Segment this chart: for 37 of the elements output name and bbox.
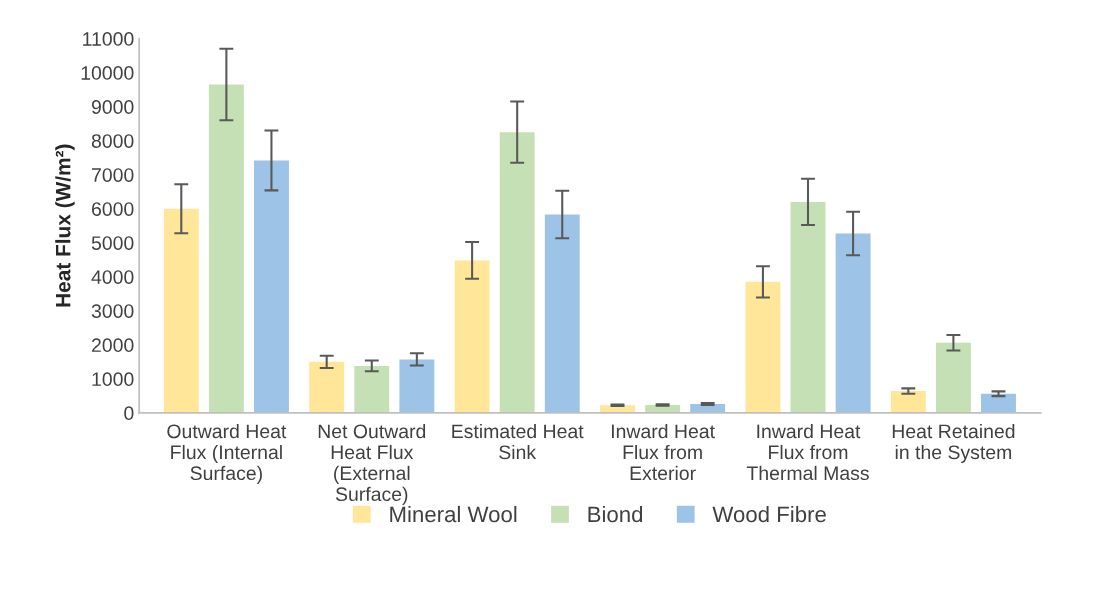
y-axis-title: Heat Flux (W/m²) [55, 144, 75, 307]
y-tick-label: 1000 [92, 372, 134, 387]
legend-label: Wood Fibre [712, 505, 826, 523]
y-tick-label: 9000 [91, 100, 134, 114]
y-tick-label: 5000 [91, 236, 134, 250]
bar [499, 132, 535, 413]
bar [981, 393, 1016, 413]
bar [454, 260, 490, 413]
x-tick-label: Heat Retained in the System [892, 423, 1015, 464]
x-tick-label: Outward Heat Flux (Internal Surface) [167, 423, 287, 484]
bar [544, 214, 580, 413]
y-tick-label: 4000 [91, 270, 134, 284]
bar [835, 233, 871, 413]
legend-label: Biond [588, 505, 643, 523]
bar [399, 359, 435, 413]
x-tick-label: Net Outward Heat Flux (External Surface) [318, 423, 426, 505]
bar [208, 84, 244, 413]
bar [890, 391, 926, 413]
bar [935, 342, 971, 413]
x-tick-label: Inward Heat Flux from Exterior [611, 423, 715, 481]
bar [254, 160, 289, 413]
x-tick-label: Inward Heat Flux from Thermal Mass [746, 423, 869, 481]
bar [354, 365, 390, 413]
y-tick-label: 8000 [91, 134, 134, 148]
y-tick-label: 0 [124, 406, 134, 421]
y-tick-label: 11000 [83, 32, 134, 46]
y-tick-label: 2000 [91, 338, 134, 353]
bar [309, 361, 345, 413]
y-tick-label: 6000 [92, 202, 134, 216]
y-tick-label: 3000 [91, 304, 134, 319]
x-tick-label: Estimated Heat Sink [452, 423, 584, 460]
bar [163, 208, 199, 413]
y-tick-label: 7000 [92, 168, 134, 182]
legend-label: Mineral Wool [390, 505, 517, 523]
bar [790, 201, 826, 413]
y-tick-label: 10000 [81, 66, 134, 80]
bar [745, 281, 781, 413]
